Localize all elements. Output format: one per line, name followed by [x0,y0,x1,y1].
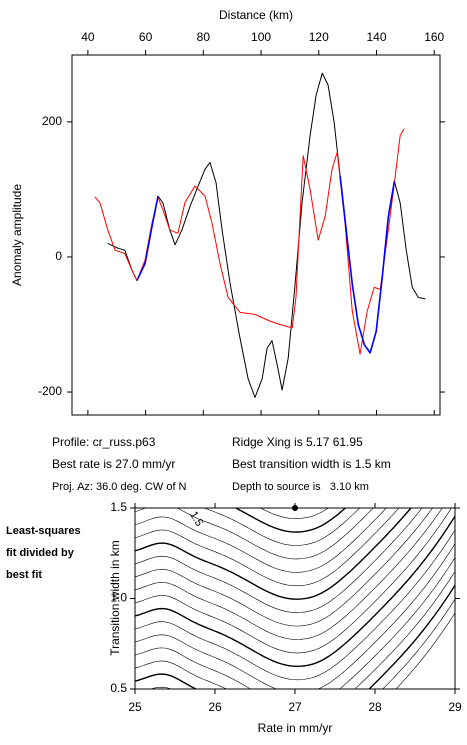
annotation: Best rate is 27.0 mm/yr [52,457,175,471]
x-tick-label: 100 [251,30,271,44]
y-tick-label: 0.5 [110,681,127,695]
side-note: fit divided by [6,547,75,559]
contours [135,323,455,689]
x-tick-label: 160 [424,30,444,44]
annotation: Depth to source is 3.10 km [232,481,369,493]
contour-line [135,508,443,640]
contour-line [135,508,412,600]
y-axis-label: Anomaly amplitude [10,184,24,286]
contour-line [135,571,455,689]
side-note: best fit [6,569,42,581]
y-tick-label: 1.0 [110,591,127,605]
contour-line [135,557,455,689]
contour-line [203,508,361,546]
contour-line [135,584,455,689]
y-tick-label: 1.5 [110,500,127,514]
y-tick-label: 200 [42,114,62,128]
annotation: Ridge Xing is 5.17 61.95 [232,435,363,449]
contour-line [259,508,329,519]
contour-line [135,508,387,573]
annotation: Proj. Az: 36.0 deg. CW of N [52,481,187,493]
contour-line [135,508,400,587]
series-line [107,72,426,398]
contour-line [395,612,455,689]
x-tick-label: 40 [81,30,95,44]
y-tick-label: -200 [38,384,62,398]
x-tick-label: 26 [208,700,222,714]
contour-line [135,508,433,627]
best-fit-point [292,505,298,511]
contour-line [135,543,455,689]
y-axis-label: Transition width in km [108,540,122,656]
series-line [339,175,396,354]
x-tick-label: 140 [366,30,386,44]
x-tick-label: 60 [139,30,153,44]
contour-line [135,323,455,479]
contour-label: 1.5 [187,509,205,528]
contour-line [135,508,374,560]
x-tick-label: 120 [309,30,329,44]
x-tick-label: 29 [448,700,462,714]
contour-line [135,508,452,654]
contour-line [150,598,455,689]
x-tick-label: 27 [288,700,302,714]
x-tick-label: 25 [128,700,142,714]
annotation: Best transition width is 1.5 km [232,457,391,471]
top-frame [71,54,441,416]
x-tick-label: 80 [197,30,211,44]
annotation: Profile: cr_russ.p63 [52,435,156,449]
contour-line [234,508,347,533]
contour-line [135,508,423,613]
contour-line [135,529,455,681]
contour-line [135,515,455,667]
x-axis-label: Distance (km) [219,8,293,22]
y-tick-label: 0 [55,249,62,263]
x-tick-label: 28 [368,700,382,714]
series-line [94,128,405,355]
series-line [136,196,159,281]
side-note: Least-squares [6,525,81,537]
x-axis-label: Rate in mm/yr [258,721,333,735]
